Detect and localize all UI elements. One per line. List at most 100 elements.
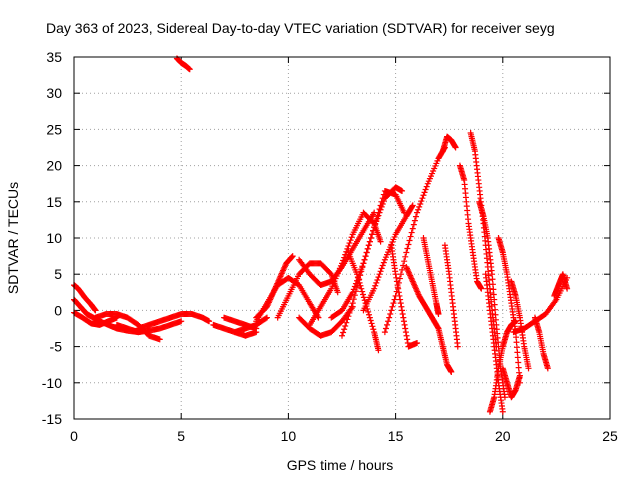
data-point [393,274,400,281]
data-point [402,253,409,260]
series-sat-ae [482,271,506,415]
data-point [361,256,368,263]
x-tick-label: 15 [388,428,404,444]
data-point [376,271,383,278]
data-point [422,186,429,193]
data-point [344,245,351,252]
data-point [514,349,521,356]
gridlines [74,57,610,419]
y-tick-label: 30 [46,85,62,101]
data-point [377,268,384,275]
series-sat-n [296,209,378,289]
series-sat-aa [435,325,455,375]
series-sat-al [551,271,571,299]
series-sat-j [231,314,270,336]
data-point [499,408,506,415]
data-point [378,265,385,272]
data-point [423,183,430,190]
data-point [367,317,374,324]
data-point [346,309,353,316]
y-tick-label: 10 [46,230,62,246]
data-point [366,314,373,321]
data-point [373,279,380,286]
chart-title: Day 363 of 2023, Sidereal Day-to-day VTE… [46,20,555,36]
data-point [412,213,419,220]
data-point [371,224,378,231]
series-sat-z [441,242,461,350]
data-point [289,253,296,260]
data-point [513,334,520,341]
data-point [491,301,498,308]
series-sat-ab [456,162,485,292]
x-axis-label: GPS time / hours [287,457,394,473]
data-point [390,300,397,307]
data-point [389,303,396,310]
data-point [384,321,391,328]
data-point [404,336,411,343]
data-point [360,291,367,298]
data-point [402,325,409,332]
series-sat-l [253,274,322,325]
data-point [345,242,352,249]
data-point [349,300,356,307]
data-point [397,300,404,307]
data-point [360,260,367,267]
data-point [414,209,421,216]
data-point [398,303,405,310]
data-point [387,311,394,318]
data-point [395,285,402,292]
data-point [368,320,375,327]
data-point [374,215,381,222]
data-point [355,276,362,283]
data-point [361,297,368,304]
data-point [397,271,404,278]
x-tick-label: 0 [70,428,78,444]
data-point [418,198,425,205]
data-point [344,316,351,323]
data-point [379,262,386,269]
data-point [391,296,398,303]
data-point [490,291,497,298]
data-point [408,229,415,236]
data-point [420,192,427,199]
data-point [156,336,163,343]
series-sat-s [345,249,382,354]
y-tick-label: -10 [42,375,62,391]
data-point [372,282,379,289]
data-point [358,285,365,292]
data-point [370,326,377,333]
y-tick-labels: -15 -10 -5 0 5 10 15 20 25 30 35 [42,49,62,427]
data-point [544,365,551,372]
data-point [372,221,379,228]
data-point [352,288,359,295]
data-point [366,311,373,318]
data-point [492,306,499,313]
data-point [513,339,520,346]
data-point [345,313,352,320]
data-point [347,306,354,313]
data-point [350,296,357,303]
data-point [435,311,442,318]
data-point [515,364,522,371]
data-point [399,187,406,194]
data-point [515,359,522,366]
data-point [380,198,387,205]
data-point [354,274,361,281]
x-tick-labels: 0 5 10 15 20 25 [70,428,618,444]
data-point [397,296,404,303]
series-sat-v [388,242,421,350]
data-point [434,324,441,331]
data-point [354,284,361,291]
data-point [382,325,389,332]
series-sat-c [71,309,120,328]
data-point [513,344,520,351]
data-point [401,258,408,265]
data-point [399,307,406,314]
data-point [396,275,403,282]
series-sat-f [135,311,213,332]
y-tick-label: 35 [46,49,62,65]
data-point [490,286,497,293]
data-point [354,271,361,278]
data-point [357,282,364,289]
